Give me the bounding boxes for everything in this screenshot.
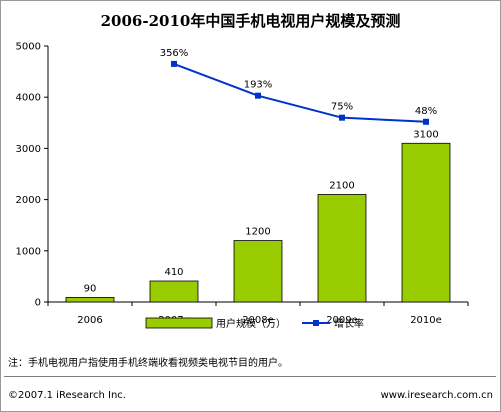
growth-rate-label: 75% — [331, 102, 353, 113]
footer-divider — [4, 376, 496, 377]
bar — [149, 280, 199, 303]
x-tick-label: 2008e — [242, 315, 274, 326]
bar — [233, 240, 283, 303]
y-tick-label: 0 — [35, 298, 41, 309]
copyright-text: ©2007.1 iResearch Inc. — [8, 390, 126, 401]
chart-note: 注：手机电视用户指使用手机终端收看视频类电视节目的用户。 — [8, 358, 288, 369]
growth-rate-point — [423, 118, 429, 125]
y-tick-label: 2000 — [16, 195, 41, 206]
growth-rate-label: 356% — [160, 48, 189, 59]
y-tick-label: 3000 — [16, 144, 41, 155]
bar-value-label: 1200 — [245, 227, 270, 238]
bar — [401, 142, 451, 303]
x-tick-label: 2010e — [410, 315, 442, 326]
bar-value-label: 3100 — [413, 129, 438, 140]
legend-bar-swatch — [145, 317, 213, 329]
legend-bar-label: 用户规模（万） — [216, 317, 286, 330]
bar-value-label: 90 — [84, 283, 97, 294]
x-tick-label: 2006 — [77, 315, 102, 326]
growth-rate-label: 193% — [244, 80, 273, 91]
growth-rate-point — [171, 60, 177, 67]
bar — [317, 194, 367, 303]
chart-svg: 01000200030004000500020062007e2008e2009e… — [16, 42, 469, 330]
growth-rate-point — [255, 92, 261, 99]
y-tick-label: 4000 — [16, 93, 41, 104]
y-tick-label: 5000 — [16, 42, 41, 53]
y-tick-label: 1000 — [16, 246, 41, 257]
website-text: www.iresearch.com.cn — [380, 390, 493, 401]
bar-value-label: 2100 — [329, 180, 354, 191]
chart-title: 2006-2010年中国手机电视用户规模及预测 — [100, 12, 401, 30]
bar — [65, 296, 115, 303]
bar-value-label: 410 — [164, 267, 183, 278]
legend-line-marker — [313, 320, 319, 326]
x-tick-label: 2009e — [326, 315, 358, 326]
growth-rate-point — [339, 114, 345, 121]
growth-rate-label: 48% — [415, 106, 437, 117]
legend-line-label: 增长率 — [334, 317, 364, 330]
growth-rate-line — [173, 62, 427, 123]
